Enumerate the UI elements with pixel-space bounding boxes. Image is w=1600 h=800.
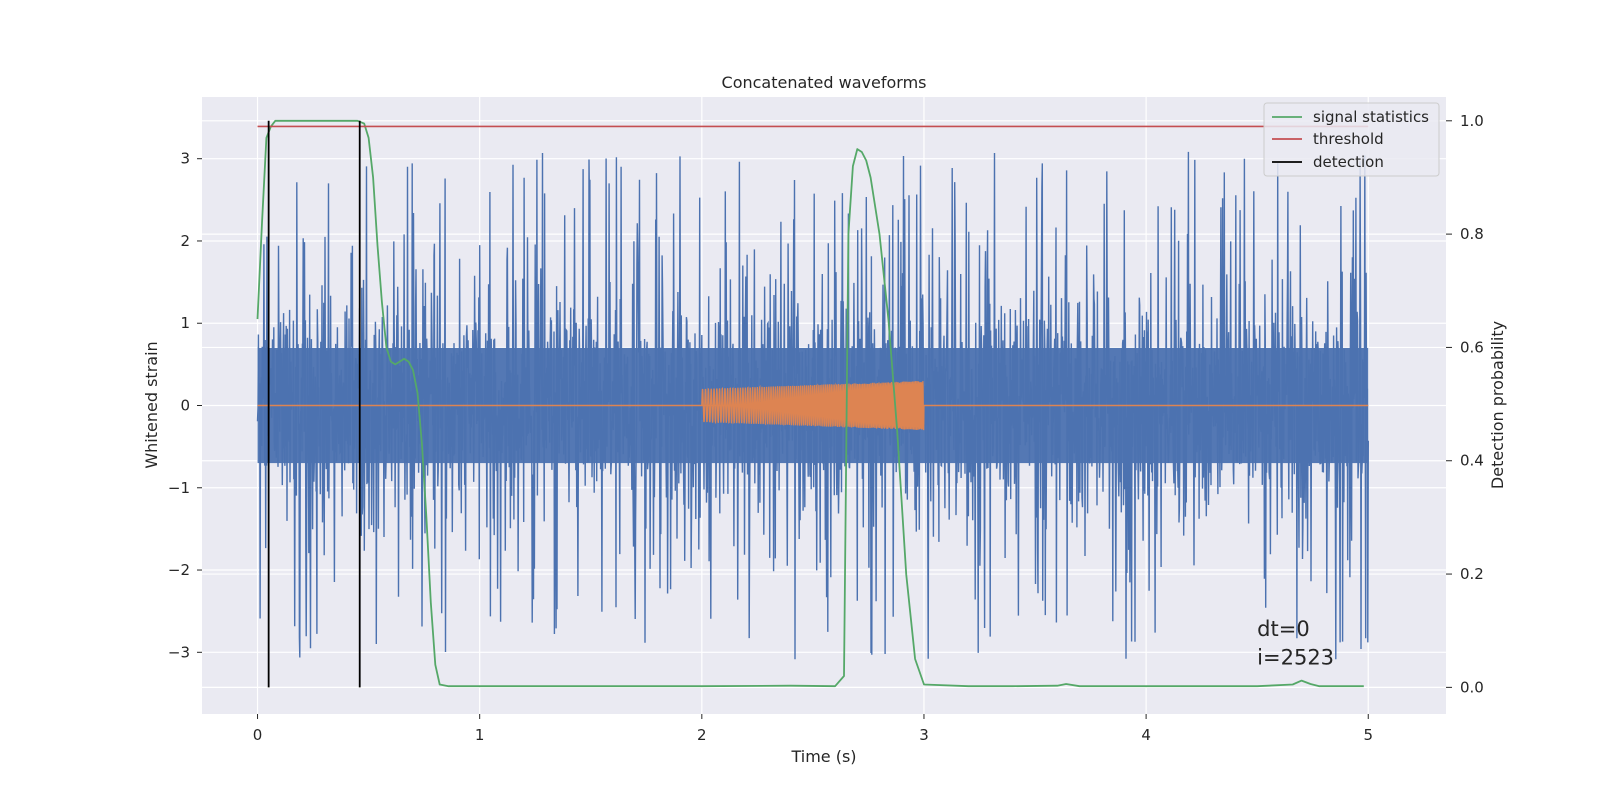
x-tick-label-5: 5 [1363, 726, 1373, 744]
y-tick-label-1: −2 [168, 561, 190, 579]
chart-title: Concatenated waveforms [722, 73, 927, 92]
y2-tick-label-1: 0.2 [1460, 565, 1484, 583]
y-tick-label-3: 0 [180, 397, 190, 415]
y2-tick-label-4: 0.8 [1460, 225, 1484, 243]
y2-tick-label-3: 0.6 [1460, 338, 1484, 356]
y-axis-label: Whitened strain [142, 341, 161, 468]
annotation-dt: dt=0 [1257, 617, 1310, 641]
legend-box [1263, 102, 1440, 177]
x-axis-label: Time (s) [790, 747, 856, 766]
series-injected-chirp [701, 381, 925, 431]
x-tick-label-4: 4 [1141, 726, 1151, 744]
y-tick-label-0: −3 [168, 643, 190, 661]
y-tick-label-5: 2 [180, 232, 190, 250]
y2-tick-label-2: 0.4 [1460, 452, 1484, 470]
y2-tick-label-0: 0.0 [1460, 678, 1484, 696]
legend-label-detection: detection [1313, 153, 1384, 171]
y-tick-label-6: 3 [180, 150, 190, 168]
y-tick-label-2: −1 [168, 479, 190, 497]
y2-axis-label: Detection probability [1488, 321, 1507, 489]
axis-layer: 0 1 2 3 4 5 −3 −2 −1 0 1 2 3 0.0 0.2 0.4 0.6 0.8 1.0 [168, 112, 1484, 744]
x-tick-label-2: 2 [697, 726, 707, 744]
y2-tick-label-5: 1.0 [1460, 112, 1484, 130]
data-layer [256, 119, 1369, 688]
legend-label-signal-statistics: signal statistics [1313, 108, 1429, 126]
legend-label-threshold: threshold [1313, 130, 1384, 148]
annotation-index: i=2523 [1257, 646, 1334, 670]
legend: signal statistics threshold detection [1263, 102, 1440, 177]
x-tick-label-3: 3 [919, 726, 929, 744]
x-tick-label-0: 0 [253, 726, 263, 744]
series-signal-statistics [256, 119, 1364, 688]
x-tick-label-1: 1 [475, 726, 485, 744]
y-tick-label-4: 1 [180, 314, 190, 332]
